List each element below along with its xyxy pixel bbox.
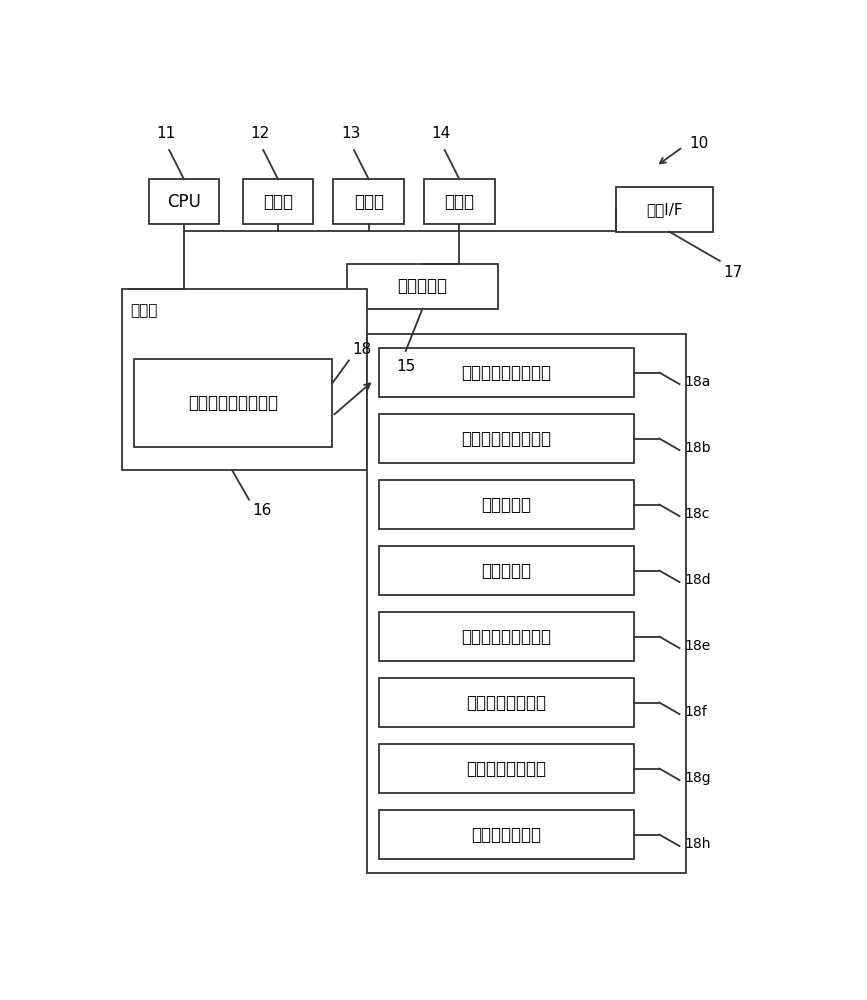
- Text: 10: 10: [689, 136, 709, 151]
- Text: 区段分割部: 区段分割部: [481, 496, 531, 514]
- Text: 高通滤波器: 高通滤波器: [397, 277, 447, 295]
- Bar: [379, 480, 634, 529]
- Text: 16: 16: [252, 503, 271, 518]
- Bar: [347, 264, 498, 309]
- Bar: [379, 414, 634, 463]
- Text: 15: 15: [396, 359, 415, 374]
- Bar: [121, 289, 367, 470]
- Bar: [134, 359, 332, 447]
- Text: 18c: 18c: [685, 507, 710, 521]
- Bar: [334, 179, 404, 224]
- Bar: [379, 348, 634, 397]
- Text: 测定数据处理用程序: 测定数据处理用程序: [188, 394, 278, 412]
- Bar: [424, 179, 495, 224]
- Text: 18h: 18h: [685, 837, 712, 851]
- Bar: [379, 744, 634, 793]
- Text: 通信I/F: 通信I/F: [646, 202, 682, 217]
- Text: 第二波形数据制作部: 第二波形数据制作部: [461, 628, 551, 646]
- Text: 11: 11: [156, 126, 175, 141]
- Text: 12: 12: [251, 126, 270, 141]
- Text: 噪声水平计算部: 噪声水平计算部: [472, 826, 542, 844]
- Text: 第二区段群制作部: 第二区段群制作部: [466, 760, 546, 778]
- Text: 输入部: 输入部: [445, 193, 474, 211]
- Text: 18f: 18f: [685, 705, 707, 719]
- Bar: [367, 334, 687, 873]
- Text: 第一区段群制作部: 第一区段群制作部: [466, 694, 546, 712]
- Text: 显示部: 显示部: [354, 193, 384, 211]
- Bar: [616, 187, 714, 232]
- Text: CPU: CPU: [167, 193, 201, 211]
- Bar: [379, 546, 634, 595]
- Bar: [379, 678, 634, 727]
- Bar: [149, 179, 219, 224]
- Text: 假定噪声数据制作部: 假定噪声数据制作部: [461, 364, 551, 382]
- Text: 18g: 18g: [685, 771, 712, 785]
- Text: 18e: 18e: [685, 639, 711, 653]
- Text: 17: 17: [723, 265, 742, 280]
- Text: 18a: 18a: [685, 375, 711, 389]
- Text: 存储器: 存储器: [263, 193, 293, 211]
- Text: 阈值设定部: 阈值设定部: [481, 562, 531, 580]
- Text: 13: 13: [341, 126, 361, 141]
- Bar: [379, 810, 634, 859]
- Text: 存储部: 存储部: [130, 303, 157, 318]
- Bar: [379, 612, 634, 661]
- Text: 18d: 18d: [685, 573, 712, 587]
- Text: 14: 14: [432, 126, 451, 141]
- Text: 18b: 18b: [685, 441, 712, 455]
- Text: 18: 18: [352, 342, 372, 357]
- Text: 第一波形数据制作部: 第一波形数据制作部: [461, 430, 551, 448]
- Bar: [243, 179, 313, 224]
